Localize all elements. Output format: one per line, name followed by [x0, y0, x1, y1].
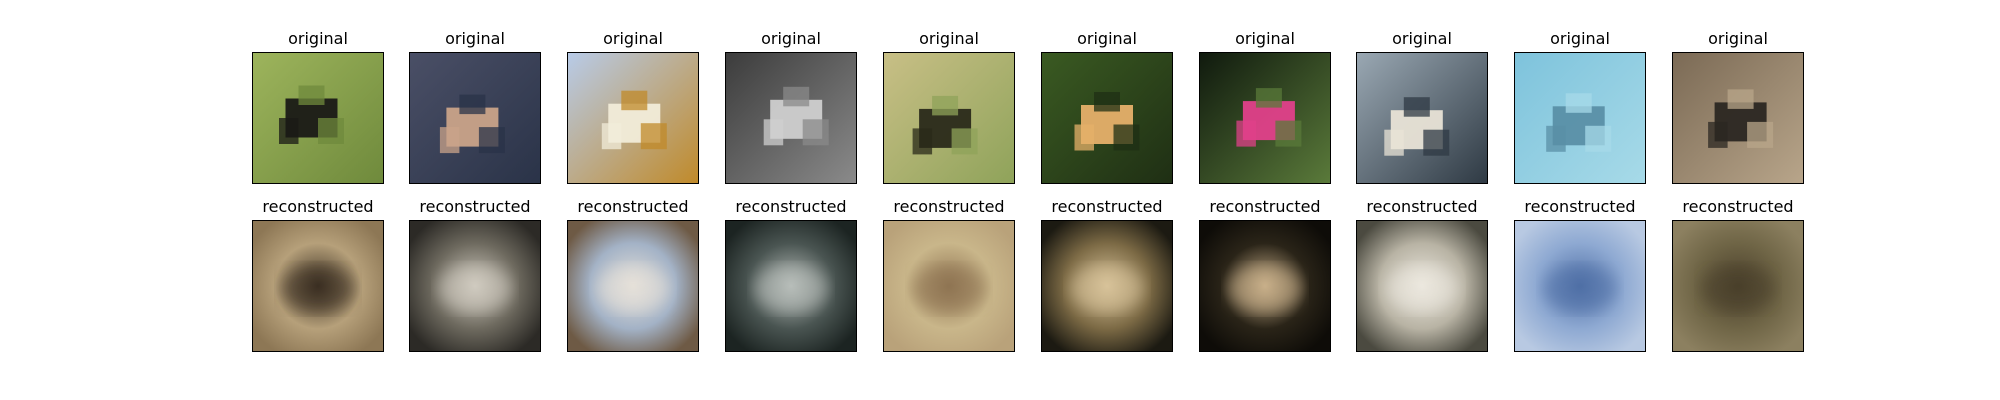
original-image [567, 52, 699, 184]
original-title: original [445, 29, 505, 48]
reconstructed-image [725, 220, 857, 352]
original-image [725, 52, 857, 184]
original-title: original [1392, 29, 1452, 48]
original-title: original [919, 29, 979, 48]
reconstructed-title: reconstructed [1524, 197, 1636, 216]
original-image [1672, 52, 1804, 184]
reconstructed-image [1356, 220, 1488, 352]
reconstructed-title: reconstructed [419, 197, 531, 216]
reconstructed-title: reconstructed [1366, 197, 1478, 216]
original-image [252, 52, 384, 184]
reconstructed-title: reconstructed [1051, 197, 1163, 216]
reconstructed-image [567, 220, 699, 352]
original-image [409, 52, 541, 184]
reconstructed-title: reconstructed [577, 197, 689, 216]
original-image [1041, 52, 1173, 184]
original-title: original [1708, 29, 1768, 48]
original-image [1514, 52, 1646, 184]
reconstructed-image [1514, 220, 1646, 352]
original-title: original [1235, 29, 1295, 48]
reconstructed-title: reconstructed [1682, 197, 1794, 216]
original-title: original [1550, 29, 1610, 48]
reconstructed-image [1199, 220, 1331, 352]
reconstructed-title: reconstructed [893, 197, 1005, 216]
reconstructed-title: reconstructed [262, 197, 374, 216]
original-title: original [288, 29, 348, 48]
reconstructed-image [883, 220, 1015, 352]
original-image [883, 52, 1015, 184]
original-image [1199, 52, 1331, 184]
original-title: original [761, 29, 821, 48]
original-title: original [603, 29, 663, 48]
reconstructed-image [409, 220, 541, 352]
original-image [1356, 52, 1488, 184]
reconstructed-title: reconstructed [1209, 197, 1321, 216]
reconstructed-title: reconstructed [735, 197, 847, 216]
original-title: original [1077, 29, 1137, 48]
reconstructed-image [1672, 220, 1804, 352]
reconstructed-image [1041, 220, 1173, 352]
reconstructed-image [252, 220, 384, 352]
